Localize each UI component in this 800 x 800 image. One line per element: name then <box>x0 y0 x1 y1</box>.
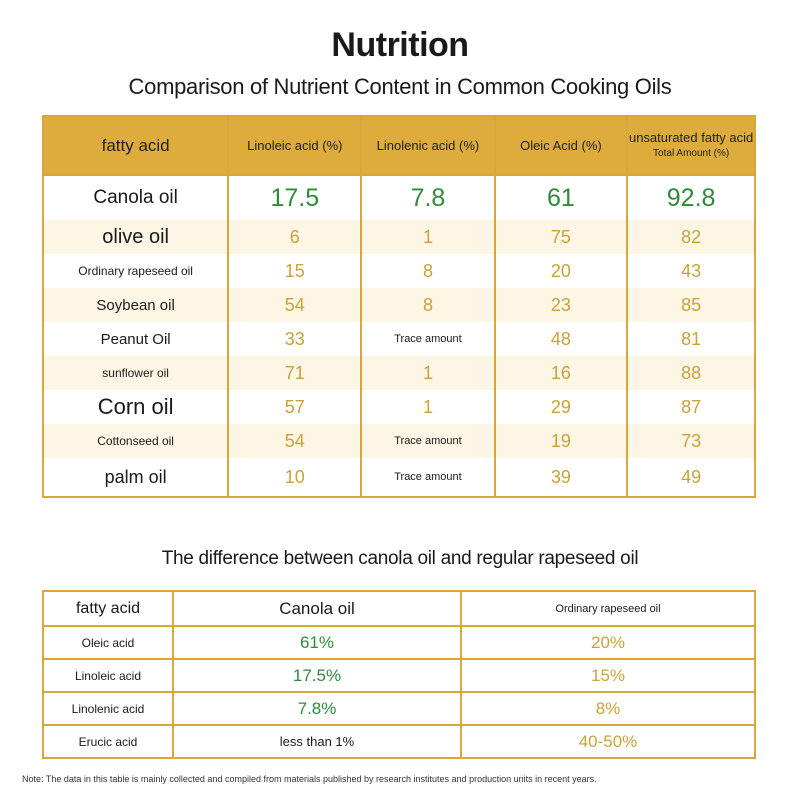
linoleic-value: 10 <box>227 458 363 498</box>
table-row: Linolenic acid 7.8% 8% <box>42 691 756 726</box>
oleic-value: 39 <box>493 458 629 498</box>
table-row: Canola oil 17.5 7.8 61 92.8 <box>41 175 756 220</box>
header-fatty-acid: fatty acid <box>41 115 230 176</box>
oleic-value: 20 <box>493 254 629 288</box>
total-value: 82 <box>626 220 756 254</box>
linolenic-value: Trace amount <box>360 424 496 458</box>
header-linoleic: Linoleic acid (%) <box>227 115 363 176</box>
total-value: 81 <box>626 322 756 356</box>
linoleic-value: 17.5 <box>227 175 363 220</box>
table-row: Ordinary rapeseed oil 15 8 20 43 <box>41 254 756 288</box>
linolenic-value: Trace amount <box>360 322 496 356</box>
table-row: palm oil 10 Trace amount 39 49 <box>41 458 756 498</box>
table-row: olive oil 6 1 75 82 <box>41 220 756 254</box>
linolenic-value: 1 <box>360 390 496 424</box>
linolenic-value: 7.8 <box>360 175 496 220</box>
canola-value: 17.5% <box>172 658 462 693</box>
oil-name: Canola oil <box>41 175 230 220</box>
header-total-amount-label: Total Amount (%) <box>653 147 730 159</box>
table-row: Linoleic acid 17.5% 15% <box>42 658 756 693</box>
header-unsaturated-label: unsaturated fatty acid <box>628 129 754 145</box>
header-fatty-acid: fatty acid <box>42 590 174 627</box>
total-value: 49 <box>626 458 756 498</box>
linolenic-value: 8 <box>360 288 496 322</box>
oil-name: Ordinary rapeseed oil <box>41 254 230 288</box>
oil-name: Peanut Oil <box>41 322 230 356</box>
canola-vs-rapeseed-table: fatty acid Canola oil Ordinary rapeseed … <box>42 590 756 759</box>
oil-name: sunflower oil <box>41 356 230 390</box>
header-oleic: Oleic Acid (%) <box>493 115 629 176</box>
linoleic-value: 54 <box>227 288 363 322</box>
canola-value: 7.8% <box>172 691 462 726</box>
header-canola: Canola oil <box>172 590 462 627</box>
header-linolenic: Linolenic acid (%) <box>360 115 496 176</box>
acid-name: Oleic acid <box>42 625 174 660</box>
total-value: 87 <box>626 390 756 424</box>
linolenic-value: 8 <box>360 254 496 288</box>
table-row: Peanut Oil 33 Trace amount 48 81 <box>41 322 756 356</box>
rapeseed-value: 15% <box>460 658 756 693</box>
total-value: 73 <box>626 424 756 458</box>
linoleic-value: 33 <box>227 322 363 356</box>
canola-value: 61% <box>172 625 462 660</box>
rapeseed-value: 8% <box>460 691 756 726</box>
table-row: Oleic acid 61% 20% <box>42 625 756 660</box>
linoleic-value: 71 <box>227 356 363 390</box>
oleic-value: 75 <box>493 220 629 254</box>
linoleic-value: 6 <box>227 220 363 254</box>
acid-name: Linoleic acid <box>42 658 174 693</box>
oleic-value: 29 <box>493 390 629 424</box>
oil-name: olive oil <box>41 220 230 254</box>
total-value: 43 <box>626 254 756 288</box>
linoleic-value: 15 <box>227 254 363 288</box>
oil-comparison-table: fatty acid Linoleic acid (%) Linolenic a… <box>41 115 756 498</box>
oleic-value: 23 <box>493 288 629 322</box>
rapeseed-value: 20% <box>460 625 756 660</box>
oil-name: Corn oil <box>41 390 230 424</box>
total-value: 88 <box>626 356 756 390</box>
table-row: Cottonseed oil 54 Trace amount 19 73 <box>41 424 756 458</box>
table-row: Corn oil 57 1 29 87 <box>41 390 756 424</box>
oleic-value: 61 <box>493 175 629 220</box>
header-unsaturated-total: unsaturated fatty acid Total Amount (%) <box>626 115 756 176</box>
page-title: Nutrition <box>331 26 469 64</box>
oil-name: Soybean oil <box>41 288 230 322</box>
table-header-row: fatty acid Canola oil Ordinary rapeseed … <box>42 590 756 627</box>
acid-name: Erucic acid <box>42 724 174 759</box>
table-row: Erucic acid less than 1% 40-50% <box>42 724 756 759</box>
page-subtitle: Comparison of Nutrient Content in Common… <box>128 74 672 99</box>
linolenic-value: 1 <box>360 220 496 254</box>
footnote: Note: The data in this table is mainly c… <box>22 774 597 784</box>
header-rapeseed: Ordinary rapeseed oil <box>460 590 756 627</box>
section-title: The difference between canola oil and re… <box>161 548 639 569</box>
table-row: sunflower oil 71 1 16 88 <box>41 356 756 390</box>
acid-name: Linolenic acid <box>42 691 174 726</box>
linoleic-value: 54 <box>227 424 363 458</box>
linolenic-value: Trace amount <box>360 458 496 498</box>
oil-name: palm oil <box>41 458 230 498</box>
oil-name: Cottonseed oil <box>41 424 230 458</box>
total-value: 92.8 <box>626 175 756 220</box>
table-header-row: fatty acid Linoleic acid (%) Linolenic a… <box>41 115 756 176</box>
oleic-value: 16 <box>493 356 629 390</box>
linolenic-value: 1 <box>360 356 496 390</box>
canola-value: less than 1% <box>172 724 462 759</box>
oleic-value: 48 <box>493 322 629 356</box>
linoleic-value: 57 <box>227 390 363 424</box>
rapeseed-value: 40-50% <box>460 724 756 759</box>
oleic-value: 19 <box>493 424 629 458</box>
total-value: 85 <box>626 288 756 322</box>
table-row: Soybean oil 54 8 23 85 <box>41 288 756 322</box>
